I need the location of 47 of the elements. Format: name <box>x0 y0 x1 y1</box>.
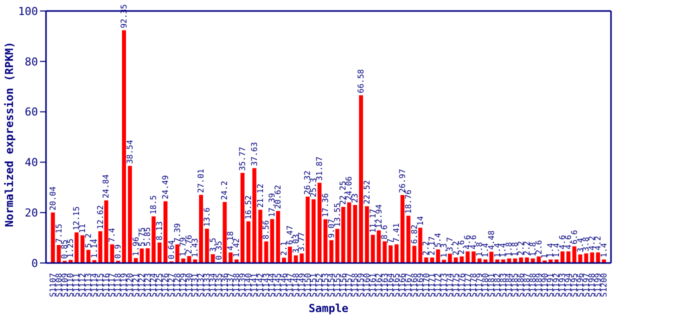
data-label: 6.47 <box>285 225 294 245</box>
data-label: 7.41 <box>392 222 402 242</box>
data-label: 7.4 <box>108 228 117 242</box>
data-label: 1.42 <box>232 238 242 258</box>
data-label: 24.49 <box>160 175 170 200</box>
data-label: 24.84 <box>102 174 111 198</box>
data-label: 3.5 <box>208 238 218 252</box>
data-label: 17.36 <box>320 192 330 218</box>
data-label: 35.77 <box>238 146 248 171</box>
y-tick-label: 0 <box>31 256 38 270</box>
data-label: 20.62 <box>274 184 283 210</box>
y-axis-title: Normalized expression (RPKM) <box>2 42 16 227</box>
data-label: 27.01 <box>196 168 206 193</box>
data-label: 12.62 <box>96 204 105 230</box>
data-label: 16.52 <box>244 195 253 220</box>
data-label: 11 <box>78 223 88 234</box>
data-label: 21.12 <box>256 184 265 208</box>
data-label: 6.82 <box>410 224 419 244</box>
data-label: 0.9 <box>114 244 123 259</box>
y-tick-label: 60 <box>24 106 38 119</box>
data-label: 14 <box>416 216 425 226</box>
data-label: 18.5 <box>149 194 158 214</box>
data-label: 13.55 <box>332 202 342 227</box>
data-label: 1.4 <box>599 242 608 258</box>
data-label: 0.64 <box>166 240 176 260</box>
data-label: 8.56 <box>262 220 271 240</box>
data-label: 37.63 <box>250 142 259 166</box>
data-label: 7.39 <box>172 222 182 242</box>
x-axis-title: Sample <box>308 302 349 315</box>
data-label: 8.13 <box>155 221 164 241</box>
data-label: 23 <box>350 193 360 204</box>
data-label: 24.2 <box>220 180 230 200</box>
y-tick-label: 100 <box>18 4 38 18</box>
data-label: 38.54 <box>125 140 134 164</box>
y-tick-label: 20 <box>24 206 38 220</box>
data-label: 1.43 <box>190 238 200 258</box>
data-label: 66.58 <box>356 68 366 94</box>
data-label: 2.6 <box>534 240 544 254</box>
data-label: 20.04 <box>48 186 58 210</box>
y-tick-label: 80 <box>24 55 38 68</box>
y-tick-label: 40 <box>24 156 38 170</box>
data-label: 13.6 <box>202 207 212 227</box>
data-label: 4.48 <box>486 230 496 250</box>
x-tick-label: S1200 <box>600 272 609 298</box>
data-label: 22.52 <box>362 180 372 204</box>
data-label: 7.15 <box>54 224 64 243</box>
data-label: 1.25 <box>66 238 76 258</box>
